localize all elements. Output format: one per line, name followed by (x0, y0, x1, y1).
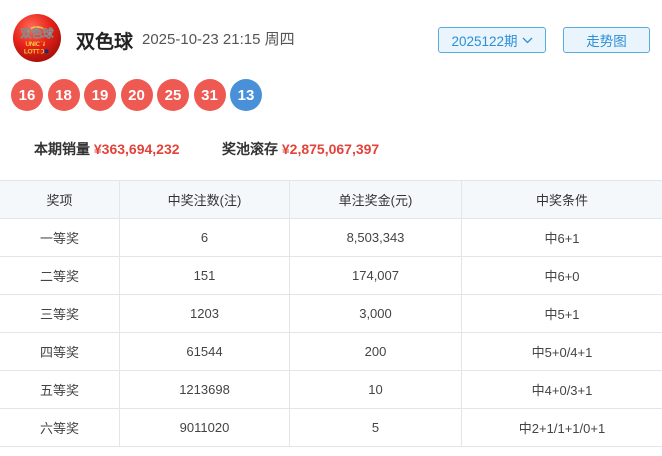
svg-text:双色球: 双色球 (21, 26, 55, 40)
